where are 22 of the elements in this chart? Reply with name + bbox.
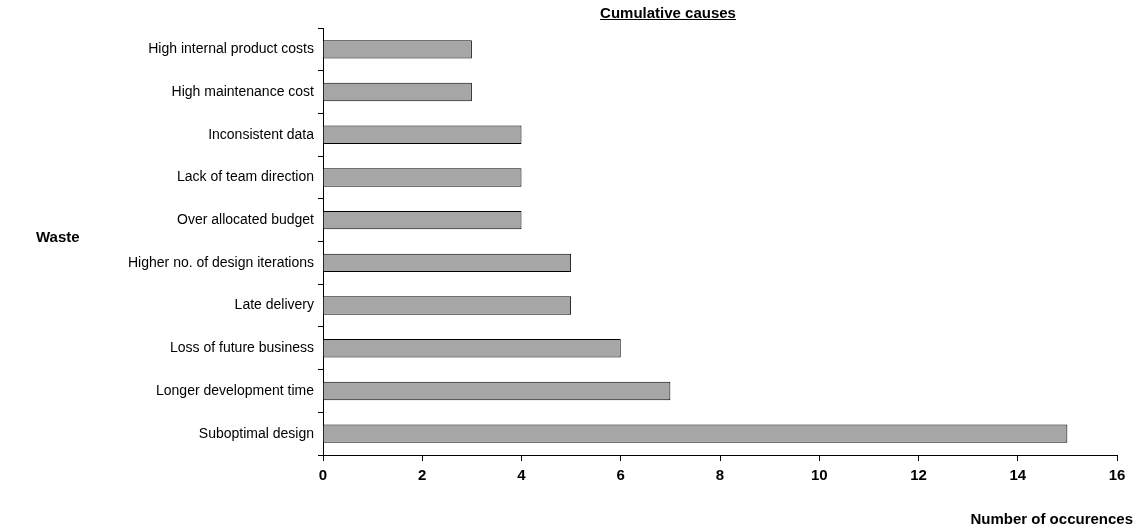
x-tick-label: 4 — [517, 466, 527, 484]
x-tick-label: 16 — [1108, 466, 1126, 484]
y-tick-label: Lack of team direction — [177, 168, 314, 185]
x-tick-label: 10 — [810, 466, 828, 484]
x-tick-label: 8 — [715, 466, 725, 484]
y-tick-label: Suboptimal design — [198, 424, 314, 441]
x-tick-label: 14 — [1009, 466, 1027, 484]
y-tick-label: Inconsistent data — [208, 125, 315, 142]
x-axis-title: Number of occurences — [970, 510, 1133, 527]
y-tick-label: Loss of future business — [170, 339, 314, 356]
y-tick-label: Longer development time — [156, 381, 315, 398]
y-tick-label: Over allocated budget — [177, 211, 315, 228]
x-tick-label: 12 — [910, 466, 927, 484]
y-tick-label: Late delivery — [234, 296, 314, 313]
y-axis-title: Waste — [36, 228, 80, 245]
chart-title: Cumulative causes — [600, 4, 736, 21]
y-tick-label: High internal product costs — [148, 40, 314, 57]
x-tick-label: 0 — [318, 466, 328, 484]
x-tick-label: 6 — [616, 466, 625, 484]
x-tick-label: 2 — [418, 466, 427, 484]
y-tick-label: Higher no. of design iterations — [128, 253, 314, 270]
y-tick-label: High maintenance cost — [171, 82, 315, 99]
